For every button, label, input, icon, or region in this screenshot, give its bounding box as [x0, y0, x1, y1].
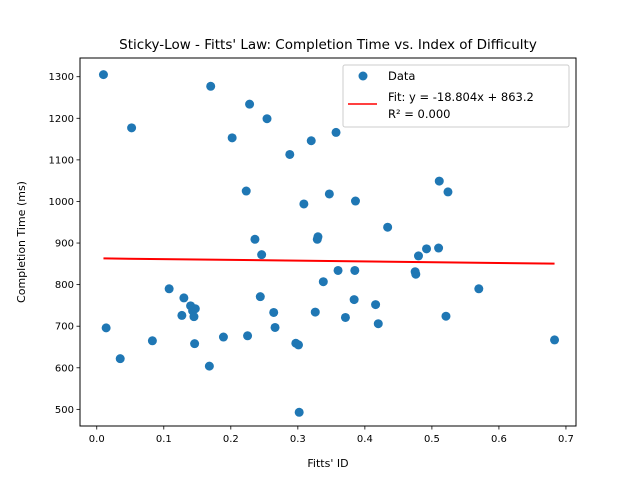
data-point — [299, 199, 309, 209]
y-tick-label: 1200 — [49, 114, 74, 125]
data-point — [147, 336, 157, 346]
data-point — [204, 361, 214, 371]
data-point — [127, 123, 137, 133]
data-point — [333, 265, 343, 275]
x-tick-label: 0.4 — [357, 434, 373, 445]
legend-box — [342, 64, 570, 128]
data-point — [294, 340, 304, 350]
x-tick-label: 0.6 — [491, 434, 507, 445]
data-point — [257, 250, 267, 260]
data-point — [285, 149, 295, 159]
data-point — [101, 323, 111, 333]
data-point — [177, 310, 187, 320]
data-point — [250, 234, 260, 244]
data-point — [474, 284, 484, 294]
data-point — [164, 284, 174, 294]
data-point — [434, 176, 444, 186]
y-tick-label: 700 — [55, 322, 74, 333]
data-point — [269, 307, 279, 317]
y-tick-label: 1000 — [49, 197, 74, 208]
data-point — [331, 127, 341, 137]
data-point — [318, 277, 328, 287]
data-point — [310, 307, 320, 317]
legend: Data Fit: y = -18.804x + 863.2 R² = 0.00… — [342, 64, 570, 128]
data-point — [350, 265, 360, 275]
axes-frame — [79, 57, 577, 427]
y-tick-label: 900 — [55, 239, 74, 250]
data-point — [349, 295, 359, 305]
data-point — [441, 311, 451, 321]
plot-area — [98, 70, 560, 417]
legend-label-fit-line2: R² = 0.000 — [388, 107, 450, 121]
legend-label-data: Data — [388, 69, 415, 83]
fit-line — [103, 257, 555, 265]
x-tick-label: 0.1 — [156, 434, 172, 445]
y-tick-label: 1100 — [49, 155, 74, 166]
data-point — [115, 354, 125, 364]
data-point — [227, 133, 237, 143]
data-point — [350, 196, 360, 206]
data-point — [189, 312, 199, 322]
data-point — [550, 335, 560, 345]
data-point — [206, 81, 216, 91]
data-point — [294, 407, 304, 417]
data-point — [324, 189, 334, 199]
data-point — [413, 251, 423, 261]
y-tick-label: 500 — [55, 405, 74, 416]
y-tick-label: 1300 — [49, 72, 74, 83]
y-axis-label: Completion Time (ms) — [15, 181, 28, 303]
data-point — [371, 300, 381, 310]
data-point — [383, 222, 393, 232]
data-point — [434, 243, 444, 253]
data-point — [340, 312, 350, 322]
data-point — [218, 332, 228, 342]
data-point — [179, 293, 189, 303]
data-point — [241, 186, 251, 196]
y-tick-label: 800 — [55, 280, 74, 291]
data-point — [98, 70, 108, 80]
x-tick-label: 0.5 — [424, 434, 440, 445]
x-tick-label: 0.3 — [290, 434, 306, 445]
x-tick-label: 0.0 — [89, 434, 105, 445]
data-point — [306, 136, 316, 146]
data-point — [262, 114, 272, 124]
data-point — [270, 322, 280, 332]
chart-title: Sticky-Low - Fitts' Law: Completion Time… — [119, 37, 537, 53]
x-tick-label: 0.2 — [223, 434, 239, 445]
data-point — [443, 187, 453, 197]
legend-marker-data — [358, 71, 368, 81]
data-point — [422, 244, 432, 254]
data-point — [255, 292, 265, 302]
data-point — [245, 99, 255, 109]
data-point — [243, 331, 253, 341]
x-tick-label: 0.7 — [558, 434, 574, 445]
data-point — [373, 319, 383, 329]
legend-label-fit-line1: Fit: y = -18.804x + 863.2 — [388, 90, 534, 104]
y-axis: 500 600 700 800 900 1000 1100 1200 1300 — [49, 72, 80, 416]
x-axis-label: Fitts' ID — [307, 457, 348, 470]
data-point — [411, 269, 421, 279]
data-point — [190, 304, 200, 314]
x-axis: 0.0 0.1 0.2 0.3 0.4 0.5 0.6 0.7 — [89, 426, 574, 445]
data-point — [190, 339, 200, 349]
y-tick-label: 600 — [55, 363, 74, 374]
data-point — [313, 232, 323, 242]
